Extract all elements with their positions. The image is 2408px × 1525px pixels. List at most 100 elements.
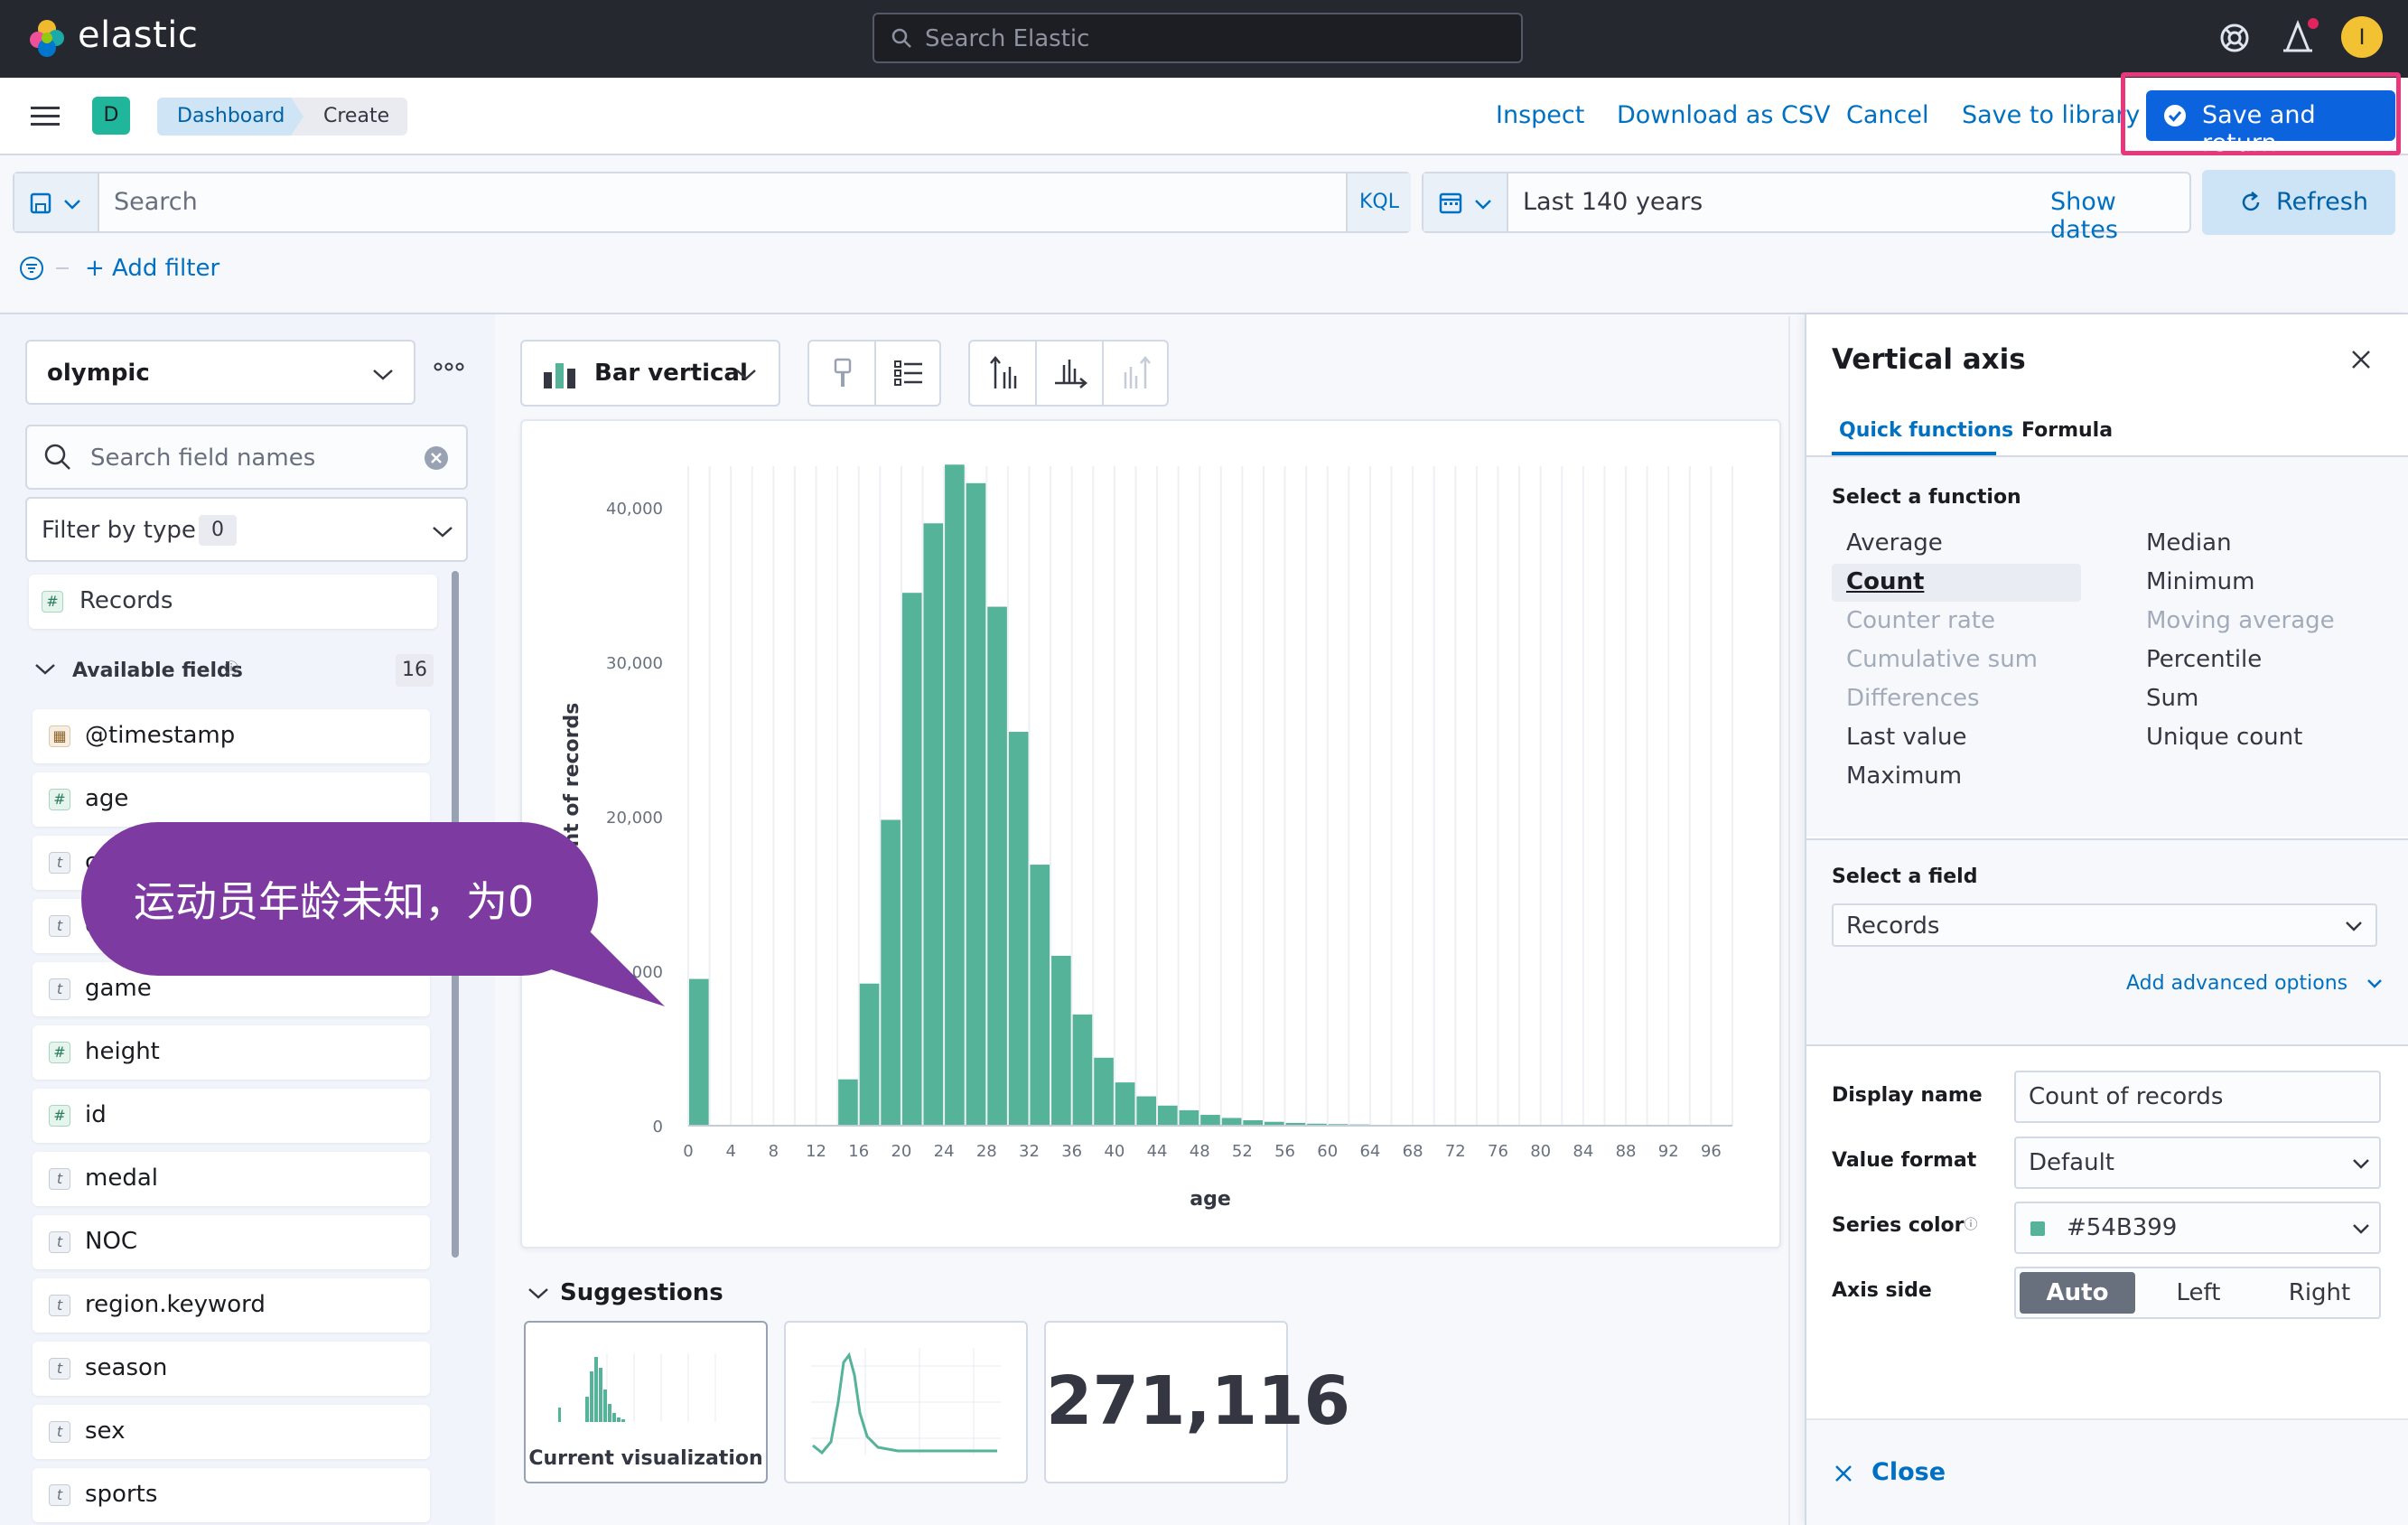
scrollbar <box>1788 316 1790 1525</box>
available-fields-header[interactable]: Available fields ⓘ 16 <box>33 652 437 688</box>
function-option[interactable]: Maximum <box>1846 762 1963 790</box>
function-option[interactable]: Average <box>1846 529 1943 557</box>
suggestion-metric[interactable]: 271,116 <box>1044 1321 1350 1483</box>
newsfeed-icon[interactable] <box>2280 18 2316 58</box>
breadcrumb-dashboard[interactable]: Dashboard <box>157 98 315 136</box>
close-icon[interactable] <box>2350 349 2372 370</box>
bar[interactable] <box>838 1079 858 1126</box>
divider <box>1805 455 2408 457</box>
bar[interactable] <box>1221 1118 1242 1126</box>
inspect-link[interactable]: Inspect <box>1496 101 1585 129</box>
query-language-button[interactable]: KQL <box>1346 173 1411 231</box>
close-button[interactable]: Close <box>1871 1458 1946 1486</box>
bar[interactable] <box>1264 1121 1284 1126</box>
quick-date-menu-button[interactable] <box>1423 173 1508 231</box>
bar[interactable] <box>966 482 986 1126</box>
bottom-axis-button[interactable] <box>1037 341 1104 405</box>
function-option[interactable]: Count <box>1846 568 1925 595</box>
advanced-options-link[interactable]: Add advanced options <box>2126 972 2383 995</box>
bar[interactable] <box>1115 1082 1135 1126</box>
function-option[interactable]: Sum <box>2146 685 2199 712</box>
function-option[interactable]: Last value <box>1846 724 1967 751</box>
field-list-item[interactable]: t sex <box>33 1405 430 1459</box>
bar[interactable] <box>1158 1105 1178 1126</box>
bar[interactable] <box>689 978 709 1126</box>
series-color-picker[interactable]: #54B399 <box>2014 1202 2381 1254</box>
field-list-item[interactable]: # id <box>33 1089 430 1143</box>
legend-settings-button[interactable] <box>876 341 943 405</box>
bar[interactable] <box>923 523 944 1126</box>
add-filter-button[interactable]: + Add filter <box>85 255 220 282</box>
suggestion-current-visualization[interactable]: Current visualization <box>524 1321 768 1483</box>
field-list-item[interactable]: ▦ @timestamp <box>33 709 430 763</box>
axis-right-button[interactable]: Right <box>2288 1279 2351 1306</box>
global-search-input[interactable]: Search Elastic <box>873 13 1523 63</box>
cancel-link[interactable]: Cancel <box>1846 101 1929 129</box>
suggestions-header[interactable]: Suggestions <box>527 1279 723 1306</box>
value-format-select[interactable]: Default <box>2014 1137 2381 1189</box>
display-name-input[interactable]: Count of records <box>2014 1071 2381 1123</box>
bar[interactable] <box>1307 1123 1327 1126</box>
function-option[interactable]: Minimum <box>2146 568 2255 595</box>
download-csv-link[interactable]: Download as CSV <box>1617 101 1831 129</box>
field-list-item[interactable]: # age <box>33 772 430 827</box>
filter-by-type-button[interactable]: Filter by type 0 <box>25 497 468 562</box>
field-list-item[interactable]: t medal <box>33 1152 430 1206</box>
bar[interactable] <box>1285 1122 1306 1126</box>
space-avatar[interactable]: D <box>92 97 130 135</box>
filter-icon[interactable] <box>18 255 72 282</box>
close-icon[interactable] <box>1834 1464 1853 1483</box>
bar[interactable] <box>987 606 1007 1126</box>
field-select[interactable]: Records <box>1832 903 2377 947</box>
index-pattern-select[interactable]: olympic <box>25 340 415 405</box>
field-list-item[interactable]: # height <box>33 1025 430 1080</box>
axis-left-button[interactable]: Left <box>2176 1279 2221 1306</box>
save-to-library-link[interactable]: Save to library <box>1962 101 2141 129</box>
more-icon[interactable] <box>434 361 464 372</box>
field-list-item[interactable]: t sports <box>33 1468 430 1522</box>
bar[interactable] <box>1136 1096 1157 1126</box>
bar[interactable] <box>1179 1109 1199 1126</box>
saved-query-button[interactable] <box>14 173 99 231</box>
tab-quick-functions[interactable]: Quick functions <box>1839 419 2014 442</box>
bar[interactable] <box>859 983 880 1126</box>
elastic-logo-icon[interactable] <box>25 16 69 60</box>
tab-formula[interactable]: Formula <box>2021 419 2114 442</box>
function-option[interactable]: Median <box>2146 529 2232 557</box>
bar[interactable] <box>1072 1014 1093 1126</box>
bar[interactable] <box>881 819 901 1126</box>
value-format-label: Value format <box>1832 1149 1977 1172</box>
function-option[interactable]: Percentile <box>2146 646 2263 673</box>
left-axis-icon <box>990 356 1017 388</box>
axis-auto-button[interactable]: Auto <box>2020 1272 2135 1314</box>
bar[interactable] <box>1243 1120 1263 1126</box>
field-search-input[interactable]: Search field names <box>25 425 468 490</box>
function-option[interactable]: Unique count <box>2146 724 2303 751</box>
bar[interactable] <box>901 593 922 1126</box>
show-dates-link[interactable]: Show dates <box>2050 188 2118 244</box>
right-axis-button[interactable] <box>1104 341 1171 405</box>
field-list-item[interactable]: t NOC <box>33 1215 430 1269</box>
bar[interactable] <box>1051 955 1071 1126</box>
bar[interactable] <box>1094 1057 1114 1126</box>
refresh-button[interactable]: Refresh <box>2202 170 2395 235</box>
bar[interactable] <box>1030 865 1050 1126</box>
bar[interactable] <box>1008 732 1029 1126</box>
visual-options-button[interactable] <box>809 341 876 405</box>
chart-type-switcher[interactable]: Bar vertical <box>520 340 780 407</box>
clear-icon[interactable] <box>423 444 450 472</box>
time-range-value[interactable]: Last 140 years <box>1523 188 1703 216</box>
save-and-return-button[interactable]: Save and return <box>2146 90 2395 157</box>
save-query-icon <box>30 192 51 214</box>
field-list-item[interactable]: t region.keyword <box>33 1278 430 1333</box>
left-axis-button[interactable] <box>970 341 1037 405</box>
records-field-item[interactable]: # Records <box>29 575 437 629</box>
suggestion-line-chart[interactable] <box>784 1321 1028 1483</box>
help-icon[interactable] <box>2217 20 2253 56</box>
menu-icon[interactable] <box>31 103 60 130</box>
bar[interactable] <box>945 464 965 1126</box>
bar[interactable] <box>1200 1115 1220 1126</box>
field-list-item[interactable]: t season <box>33 1342 430 1396</box>
user-avatar[interactable]: I <box>2341 16 2383 58</box>
query-search-input[interactable]: Search <box>114 188 198 216</box>
